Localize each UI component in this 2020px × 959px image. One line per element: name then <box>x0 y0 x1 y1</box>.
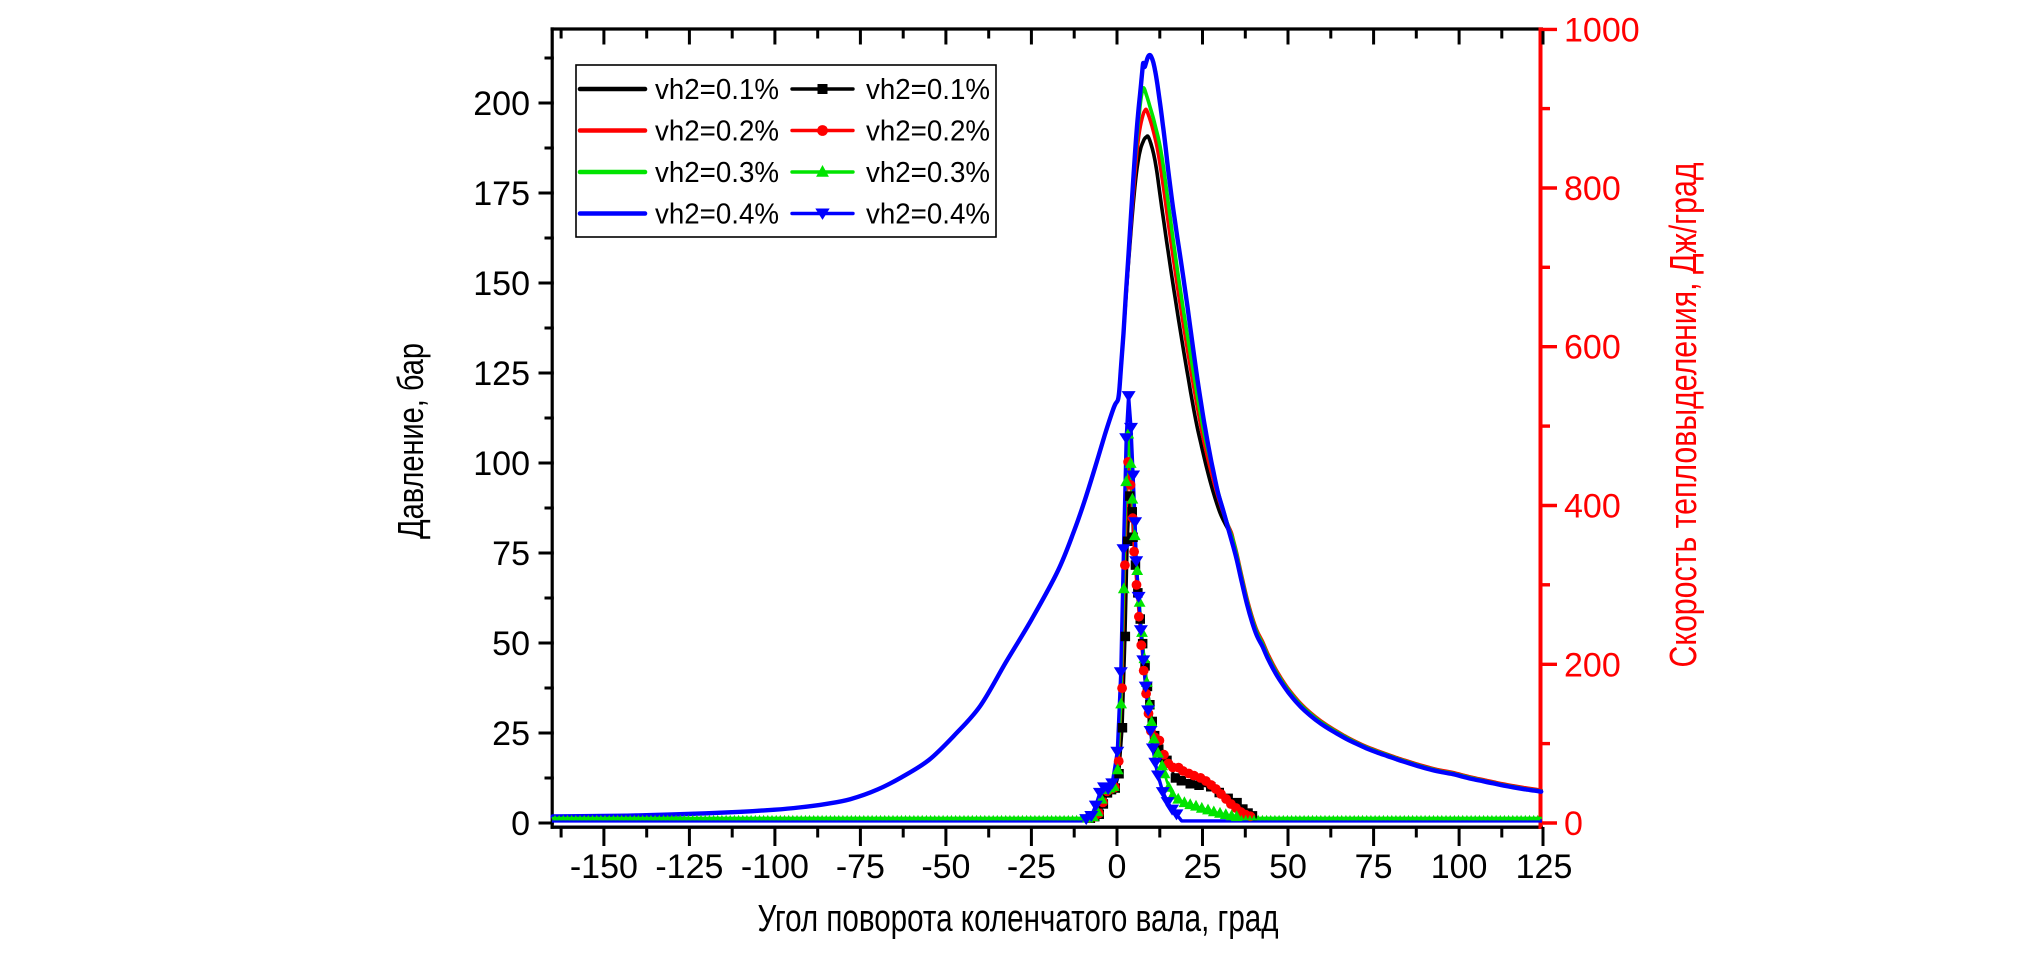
svg-text:vh2=0.4%: vh2=0.4% <box>866 199 990 231</box>
svg-text:75: 75 <box>1355 848 1393 886</box>
svg-text:50: 50 <box>492 625 530 663</box>
svg-text:-75: -75 <box>836 848 885 886</box>
svg-text:vh2=0.2%: vh2=0.2% <box>655 116 779 148</box>
svg-text:25: 25 <box>492 715 530 753</box>
svg-text:vh2=0.1%: vh2=0.1% <box>655 74 779 106</box>
svg-text:25: 25 <box>1184 848 1222 886</box>
svg-text:100: 100 <box>473 445 530 483</box>
svg-text:800: 800 <box>1564 170 1621 208</box>
svg-text:75: 75 <box>492 535 530 573</box>
svg-text:vh2=0.1%: vh2=0.1% <box>866 74 990 106</box>
svg-text:0: 0 <box>1108 848 1127 886</box>
svg-text:-100: -100 <box>741 848 809 886</box>
svg-text:175: 175 <box>473 175 530 213</box>
svg-text:150: 150 <box>473 265 530 303</box>
svg-text:200: 200 <box>473 85 530 123</box>
svg-text:-50: -50 <box>921 848 970 886</box>
svg-text:400: 400 <box>1564 488 1621 526</box>
svg-text:Давление, бар: Давление, бар <box>390 343 431 539</box>
svg-text:Скорость тепловыделения, Дж/гр: Скорость тепловыделения, Дж/град <box>1663 163 1705 668</box>
svg-text:vh2=0.3%: vh2=0.3% <box>655 157 779 189</box>
svg-text:200: 200 <box>1564 646 1621 684</box>
svg-text:-25: -25 <box>1007 848 1056 886</box>
svg-text:-125: -125 <box>655 848 723 886</box>
svg-text:1000: 1000 <box>1564 11 1640 49</box>
svg-text:0: 0 <box>511 805 530 843</box>
svg-text:vh2=0.3%: vh2=0.3% <box>866 157 990 189</box>
svg-text:Угол поворота коленчатого вала: Угол поворота коленчатого вала, град <box>758 898 1279 940</box>
svg-text:100: 100 <box>1431 848 1488 886</box>
svg-text:vh2=0.4%: vh2=0.4% <box>655 199 779 231</box>
svg-text:125: 125 <box>473 355 530 393</box>
svg-text:vh2=0.2%: vh2=0.2% <box>866 116 990 148</box>
svg-text:-150: -150 <box>570 848 638 886</box>
svg-text:50: 50 <box>1269 848 1307 886</box>
svg-text:600: 600 <box>1564 329 1621 367</box>
svg-text:125: 125 <box>1516 848 1573 886</box>
svg-text:0: 0 <box>1564 805 1583 843</box>
